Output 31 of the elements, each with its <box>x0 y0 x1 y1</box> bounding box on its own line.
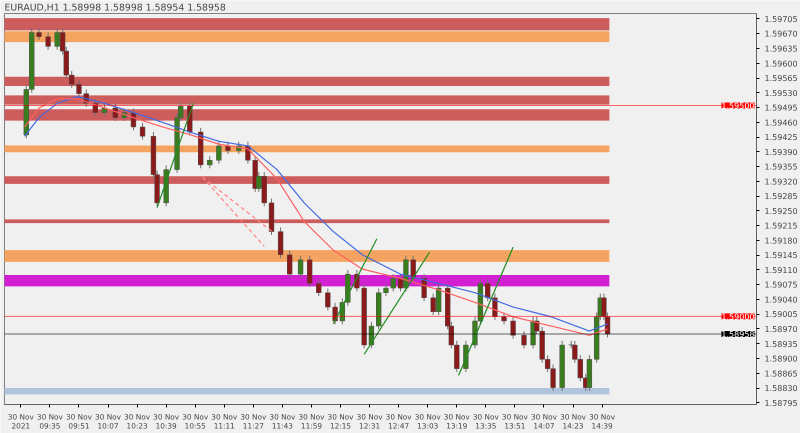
y-tick-label: 1.59530 <box>764 88 798 98</box>
chart-title: EURAUD,H1 1.58998 1.58998 1.58954 1.58958 <box>4 2 226 14</box>
y-tick-label: 1.59145 <box>764 251 798 260</box>
y-tick-label: 1.59390 <box>764 148 798 157</box>
y-tick-label: 1.58935 <box>764 340 798 349</box>
y-tick-label: 1.59075 <box>764 280 798 290</box>
y-tick-label: 1.59355 <box>764 162 798 172</box>
y-tick-label: 1.59635 <box>764 44 798 54</box>
y-tick-label: 1.58865 <box>764 369 798 378</box>
ref-line-label: 1.58958 <box>721 330 755 340</box>
y-tick-label: 1.58970 <box>764 325 798 334</box>
ref-line-label: 1.59500 <box>721 101 755 110</box>
y-tick-label: 1.59460 <box>764 118 798 128</box>
y-tick-label: 1.58830 <box>764 384 798 394</box>
y-tick-label: 1.59320 <box>764 177 798 186</box>
y-tick-label: 1.59495 <box>764 104 798 113</box>
y-tick-label: 1.59565 <box>764 74 798 84</box>
y-tick-label: 1.58900 <box>764 354 798 364</box>
ref-line-label: 1.59000 <box>721 312 755 322</box>
y-tick-label: 1.59250 <box>764 206 798 216</box>
y-tick-label: 1.58795 <box>764 398 798 408</box>
y-tick-label: 1.59670 <box>764 30 798 39</box>
y-tick-label: 1.59110 <box>764 266 798 275</box>
y-tick-label: 1.59285 <box>764 192 798 202</box>
y-tick-label: 1.59425 <box>764 133 798 142</box>
y-tick-label: 1.59040 <box>764 295 798 304</box>
y-tick-label: 1.59180 <box>764 236 798 246</box>
y-tick-label: 1.59215 <box>764 222 798 231</box>
y-tick-label: 1.59005 <box>764 310 798 320</box>
y-tick-label: 1.59705 <box>764 14 798 24</box>
y-tick-label: 1.59600 <box>764 59 798 68</box>
